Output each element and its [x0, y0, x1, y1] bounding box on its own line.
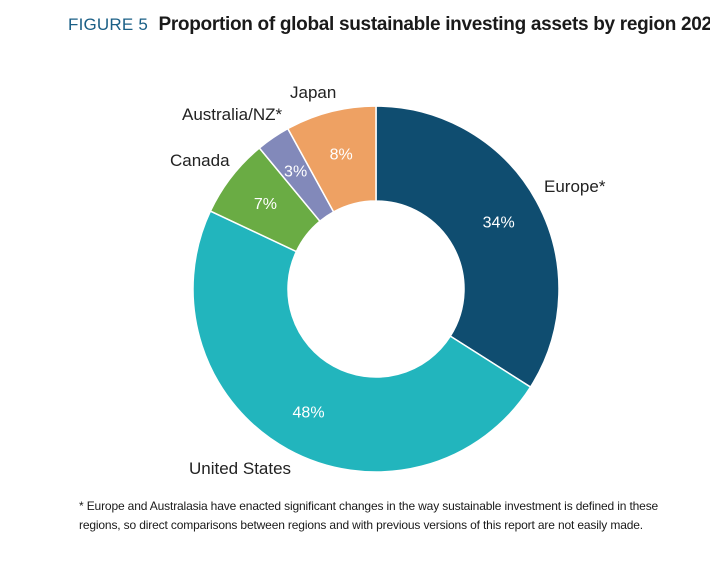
slice-united-states: [192, 210, 532, 473]
category-label-3: Australia/NZ*: [182, 105, 283, 124]
slice-japan: [286, 105, 377, 213]
category-label-4: Japan: [290, 83, 336, 102]
category-labels: Europe* United States Canada Australia/NZ* J…: [170, 83, 606, 478]
category-label-0: Europe*: [544, 177, 606, 196]
percentage-labels: 34% 48% 7% 3% 8%: [254, 146, 515, 421]
pct-label-2: 7%: [254, 196, 277, 213]
slice-europe: [375, 105, 560, 389]
pct-label-1: 48%: [293, 405, 325, 422]
figure-title-row: FIGURE 5 Proportion of global sustainabl…: [68, 14, 710, 36]
pct-label-4: 8%: [330, 146, 353, 163]
pct-label-0: 34%: [483, 215, 515, 232]
category-label-2: Canada: [170, 151, 230, 170]
pct-label-3: 3%: [284, 164, 307, 181]
chart-title: Proportion of global sustainable investi…: [158, 14, 710, 35]
donut-slices: [192, 105, 560, 473]
category-label-1: United States: [189, 459, 291, 478]
figure-number: FIGURE 5: [68, 15, 149, 34]
footnote: * Europe and Australasia have enacted si…: [79, 499, 659, 532]
